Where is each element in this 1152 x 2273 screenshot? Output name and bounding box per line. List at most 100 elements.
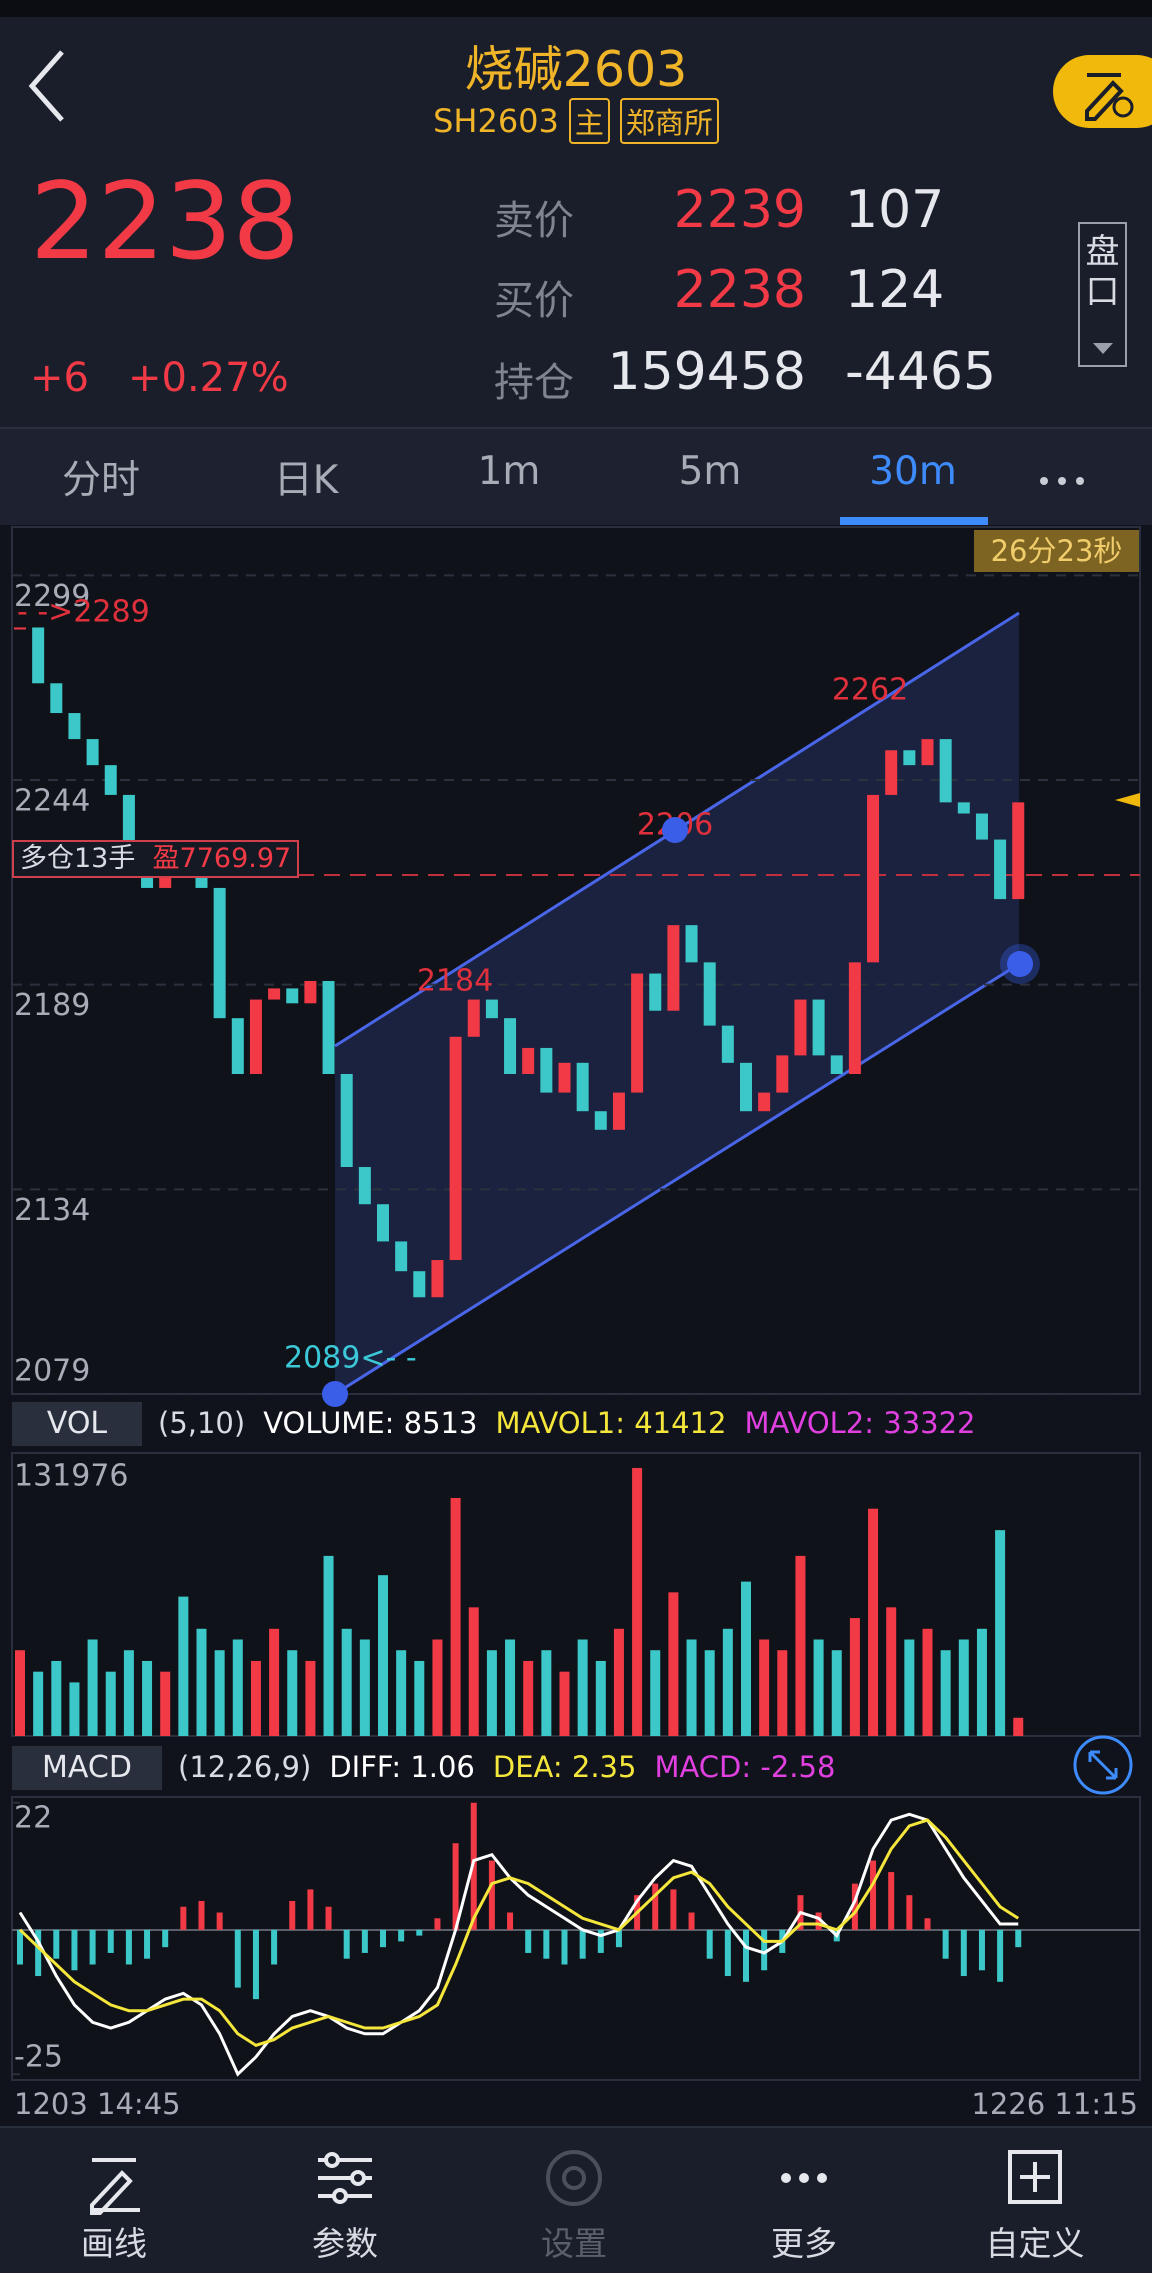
- candle: [377, 1204, 389, 1242]
- macd-bar: [380, 1929, 386, 1948]
- macd-bar: [434, 1918, 441, 1930]
- channel-handle[interactable]: [1007, 951, 1033, 977]
- bid-qty: 124: [845, 260, 945, 320]
- volume-bar: [51, 1660, 62, 1736]
- subtitle-row: SH2603 主 郑商所: [0, 98, 1152, 144]
- candle: [449, 1036, 462, 1261]
- expand-icon[interactable]: [1073, 1735, 1133, 1795]
- draw-toggle[interactable]: [1053, 55, 1152, 128]
- nav-item[interactable]: 自定义: [985, 2224, 1085, 2263]
- volume-bar: [741, 1581, 751, 1736]
- macd-bar: [543, 1929, 550, 1959]
- macd-bar: [271, 1929, 278, 1965]
- macd-panel: [11, 1796, 1141, 2081]
- volume-bar: [995, 1530, 1006, 1736]
- candle: [32, 627, 45, 684]
- y-tick-label: 2079: [14, 1354, 90, 1389]
- title: 烧碱2603: [464, 41, 688, 98]
- ask-price: 2239: [673, 180, 806, 240]
- macd-bar: [652, 1883, 659, 1930]
- indicator-select[interactable]: VOL: [12, 1402, 142, 1446]
- volume-bar: [142, 1660, 153, 1736]
- candle: [540, 1047, 553, 1093]
- params: (5,10): [158, 1406, 246, 1440]
- volume-bar: [686, 1639, 697, 1736]
- dropdown-icon: [1093, 343, 1113, 354]
- candle: [776, 1055, 789, 1093]
- candle: [921, 739, 934, 766]
- indicator-select[interactable]: MACD: [12, 1746, 162, 1790]
- volume-bar: [904, 1639, 915, 1736]
- nav-item[interactable]: 画线: [81, 2224, 147, 2263]
- volume-bar: [287, 1650, 298, 1736]
- y-tick-label: 2189: [14, 988, 90, 1023]
- readout: DIFF: 1.06: [329, 1750, 475, 1784]
- macd-bar: [71, 1929, 78, 1971]
- macd-bar: [507, 1912, 514, 1930]
- volume-bar: [468, 1607, 479, 1736]
- y-tick-label: -25: [14, 2040, 63, 2075]
- change: +6: [30, 355, 89, 401]
- candle: [504, 1018, 517, 1074]
- volume-bar: [214, 1650, 225, 1736]
- volume-bar: [813, 1639, 824, 1736]
- volume-bar: [15, 1650, 25, 1736]
- candle: [594, 1111, 607, 1130]
- volume-bar: [777, 1650, 788, 1736]
- macd-bar: [942, 1929, 949, 1959]
- macd-bar: [289, 1900, 296, 1930]
- readout-value: 33322: [883, 1406, 976, 1440]
- candle: [395, 1241, 408, 1272]
- tab[interactable]: 日K: [273, 458, 339, 503]
- volume-bar: [196, 1628, 207, 1736]
- candle: [903, 750, 916, 766]
- header-bg: [0, 0, 1152, 428]
- volume-bar: [359, 1639, 370, 1736]
- nav-item[interactable]: 参数: [312, 2224, 378, 2263]
- volume-bar: [849, 1618, 860, 1736]
- price-marker: [1115, 793, 1140, 807]
- position-tag[interactable]: 多仓13手 盈7769.97: [12, 840, 300, 878]
- macd-bar: [144, 1929, 151, 1959]
- position-side: 多仓13手: [20, 843, 136, 874]
- candle: [685, 925, 698, 963]
- nav-item[interactable]: 设置: [541, 2224, 607, 2263]
- more-dots[interactable]: [1040, 477, 1084, 485]
- candle: [14, 627, 26, 630]
- volume-bar: [940, 1650, 951, 1736]
- macd-bar: [198, 1900, 205, 1930]
- macd-bar: [978, 1929, 985, 1971]
- volume-bar: [250, 1660, 261, 1736]
- candle: [885, 750, 898, 795]
- candle: [413, 1271, 426, 1298]
- tab-bar-bg: [0, 429, 1152, 525]
- tab[interactable]: 1m: [477, 449, 541, 494]
- macd-bar: [688, 1912, 695, 1930]
- readout-value: 8513: [403, 1406, 478, 1440]
- macd-bar: [743, 1929, 749, 1982]
- volume-bar: [1013, 1717, 1024, 1736]
- readout-label: DIFF:: [329, 1750, 402, 1784]
- time-start: 1203 14:45: [14, 2087, 181, 2121]
- tab[interactable]: 分时: [61, 458, 141, 503]
- tab[interactable]: 5m: [678, 449, 742, 494]
- volume-bar: [432, 1639, 443, 1736]
- macd-bar: [488, 1860, 495, 1930]
- channel-handle[interactable]: [662, 817, 688, 843]
- macd-bar: [234, 1929, 241, 1988]
- volume-bar: [378, 1575, 388, 1736]
- macd-bar: [162, 1929, 169, 1948]
- channel-handle[interactable]: [322, 1381, 348, 1407]
- volume-bar: [559, 1671, 570, 1736]
- nav-item[interactable]: 更多: [771, 2224, 837, 2263]
- readout: MAVOL2: 33322: [744, 1406, 975, 1440]
- candle: [304, 980, 317, 1004]
- back-icon[interactable]: [28, 50, 64, 122]
- tab[interactable]: 30m: [869, 449, 957, 494]
- volume-bar: [486, 1650, 497, 1736]
- volume-bar: [178, 1596, 189, 1736]
- order-book-button[interactable]: 盘口: [1078, 222, 1127, 367]
- macd-line: [18, 1812, 1019, 2077]
- readout: MACD: -2.58: [654, 1750, 835, 1784]
- candle: [576, 1062, 589, 1112]
